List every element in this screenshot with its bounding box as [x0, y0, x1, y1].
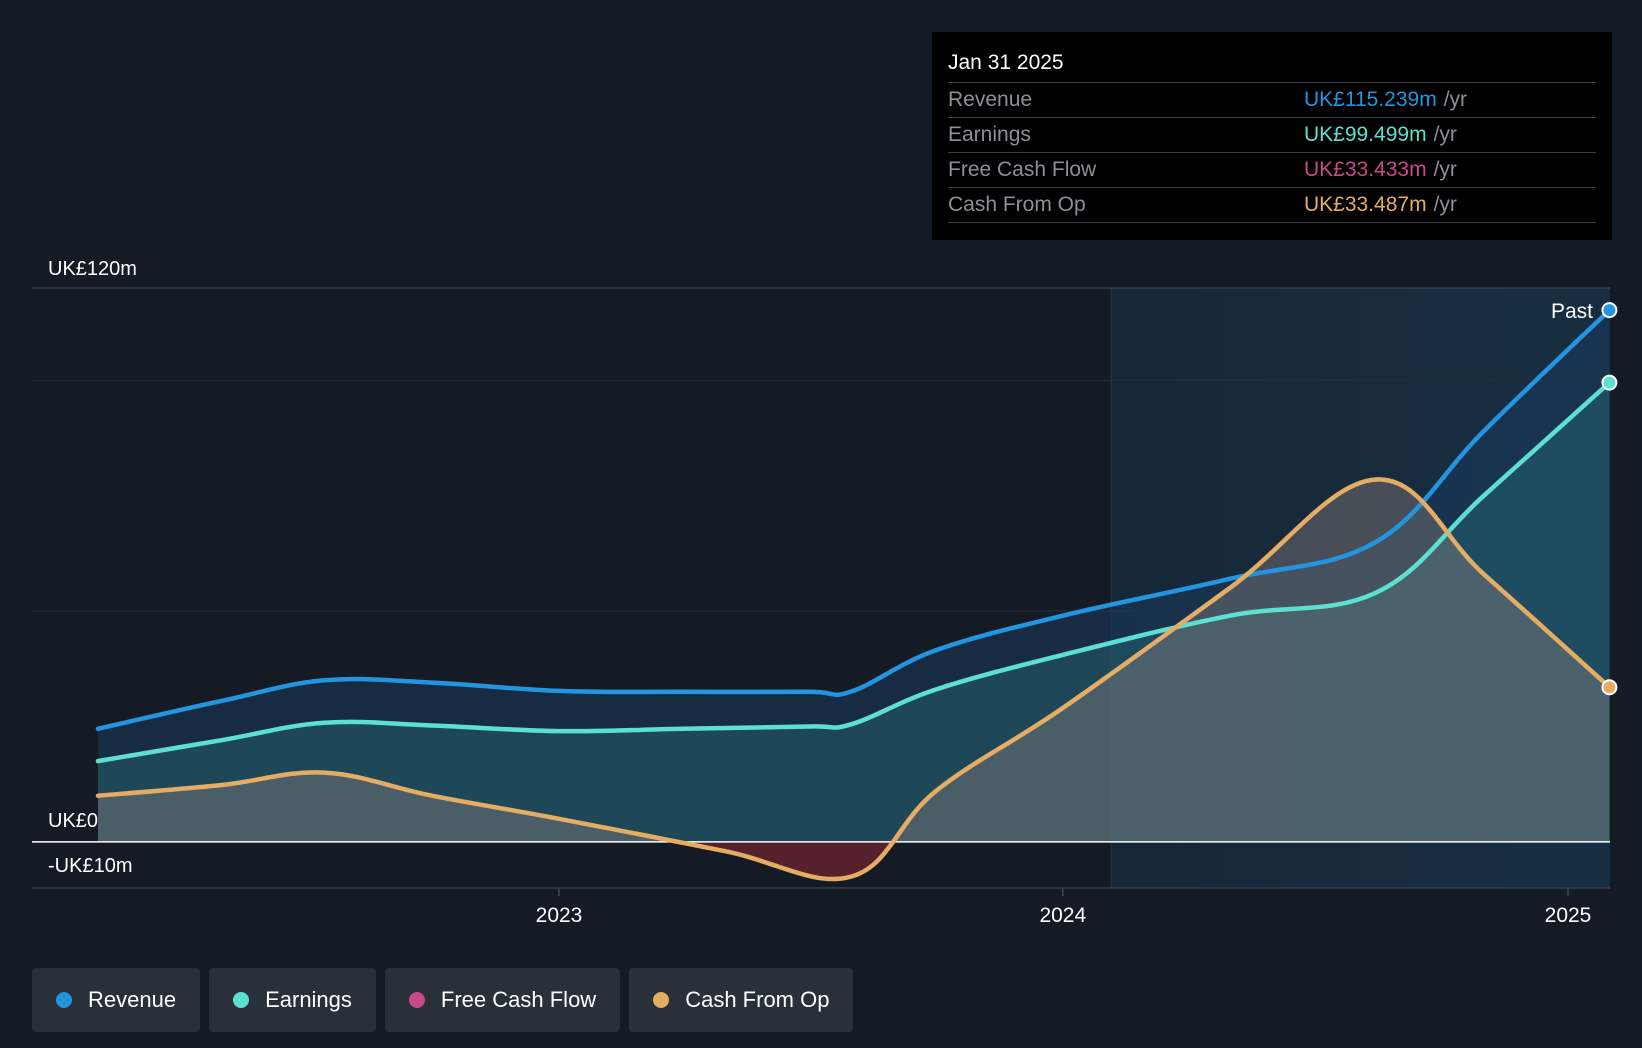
tooltip-unit: /yr [1433, 193, 1457, 216]
cash-from-op-dot-icon [653, 992, 670, 1008]
cfo-end-point[interactable] [1601, 679, 1618, 696]
free-cash-flow-dot-icon [408, 992, 425, 1008]
earnings-dot-icon [233, 992, 250, 1008]
past-label: Past [1551, 300, 1593, 323]
revenue-line [95, 307, 1612, 732]
legend-item-earnings[interactable]: Earnings [209, 968, 376, 1032]
tooltip-label: Free Cash Flow [948, 158, 1097, 181]
tooltip-date: Jan 31 2025 [948, 44, 1596, 83]
tooltip-label: Revenue [948, 88, 1033, 111]
x-axis-ticks: 2023 2024 2025 [536, 888, 1592, 927]
tooltip-value: UK£115.239m [1304, 88, 1437, 111]
y-tick-label: -UK£10m [48, 855, 132, 877]
gridlines [32, 287, 1610, 889]
legend-label: Free Cash Flow [440, 987, 597, 1012]
y-tick-label: UK£120m [48, 258, 137, 280]
series-end-dots [1601, 302, 1618, 696]
legend-item-free-cash-flow[interactable]: Free Cash Flow [384, 968, 621, 1032]
tooltip-value: UK£99.499m [1304, 123, 1427, 146]
revenue-end-point[interactable] [1601, 302, 1618, 319]
tooltip-unit: /yr [1433, 123, 1457, 146]
tooltip-row-earnings: Earnings UK£99.499m /yr [948, 118, 1596, 153]
tooltip-row-cash-from-op: Cash From Op UK£33.487m /yr [948, 188, 1596, 223]
tooltip: Jan 31 2025 Revenue UK£115.239m /yr Earn… [932, 32, 1612, 240]
cfo-line [95, 477, 1612, 882]
y-tick-label: UK£0 [48, 810, 98, 832]
revenue-dot-icon [56, 992, 72, 1008]
tooltip-label: Earnings [948, 123, 1031, 146]
legend-item-cash-from-op[interactable]: Cash From Op [629, 968, 854, 1032]
earnings-end-point[interactable] [1601, 374, 1618, 391]
tooltip-unit: /yr [1443, 88, 1468, 111]
earnings-line [95, 380, 1612, 764]
tooltip-unit: /yr [1433, 158, 1457, 181]
legend-label: Earnings [265, 987, 352, 1012]
tooltip-value: UK£33.433m [1304, 158, 1427, 181]
x-tick-label: 2024 [1039, 904, 1086, 927]
tooltip-row-revenue: Revenue UK£115.239m /yr [948, 83, 1596, 118]
tooltip-row-free-cash-flow: Free Cash Flow UK£33.433m /yr [948, 153, 1596, 188]
legend-label: Cash From Op [685, 987, 830, 1012]
legend-item-revenue[interactable]: Revenue [32, 968, 201, 1032]
legend-label: Revenue [88, 987, 177, 1012]
earnings-area-above [98, 382, 1610, 842]
y-axis-labels: UK£120m UK£0 -UK£10m [48, 258, 137, 877]
x-tick-label: 2023 [536, 904, 583, 927]
series-lines [95, 307, 1612, 882]
tooltip-value: UK£33.487m [1304, 193, 1427, 216]
legend: Revenue Earnings Free Cash Flow Cash Fro… [32, 968, 854, 1032]
cfo-area-above [98, 479, 1610, 842]
x-tick-label: 2025 [1545, 904, 1592, 927]
tooltip-label: Cash From Op [948, 193, 1086, 216]
revenue-area-above [98, 310, 1610, 842]
